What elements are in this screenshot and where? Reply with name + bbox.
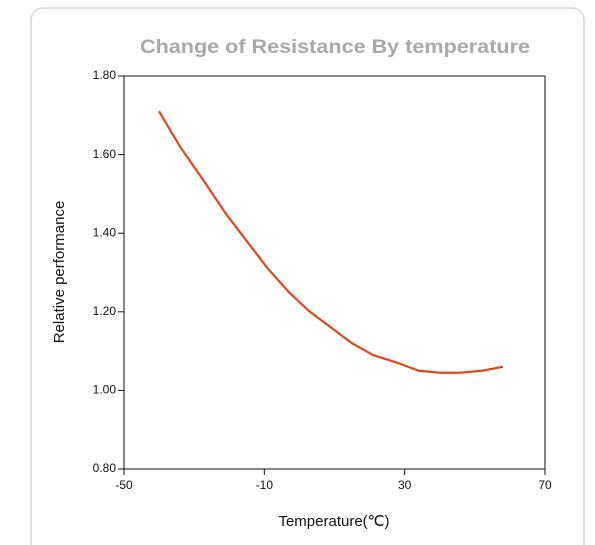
y-tick-label: 1.20 <box>93 304 117 318</box>
x-tick-label: 70 <box>538 478 552 492</box>
x-axis-label: Temperature(℃) <box>278 513 389 530</box>
line <box>158 110 504 374</box>
y-tick-label: 1.40 <box>93 225 117 239</box>
y-tick-label: 1.00 <box>93 383 117 397</box>
y-tick-label: 1.80 <box>93 68 117 82</box>
y-axis-label: Relative performance <box>51 201 68 344</box>
x-tick-label: -50 <box>115 478 133 492</box>
chart-title: Change of Resistance By temperature <box>140 37 530 58</box>
card <box>30 7 585 545</box>
x-tick-label: 30 <box>398 478 412 492</box>
plot-frame <box>123 75 546 470</box>
x-tick-label: -10 <box>256 478 274 492</box>
y-tick-label: 1.60 <box>93 147 117 161</box>
y-tick-label: 0.80 <box>93 461 117 475</box>
